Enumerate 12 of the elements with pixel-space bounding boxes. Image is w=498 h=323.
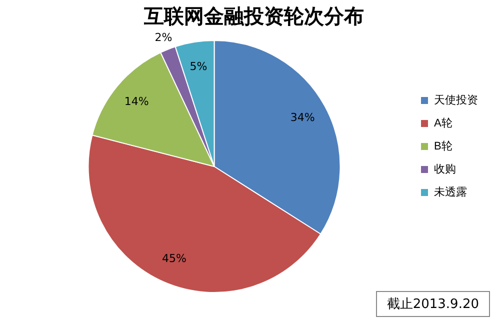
legend-label: 天使投资 — [434, 94, 478, 107]
text: 截止2013.9.20 — [376, 291, 490, 317]
legend-label: 未透露 — [434, 186, 467, 199]
data-label: 5% — [190, 60, 208, 73]
data-label: 2% — [154, 31, 172, 44]
legend-label: B轮 — [434, 140, 452, 153]
data-label: 45% — [162, 252, 186, 265]
chart-title: 互联网金融投资轮次分布 — [143, 4, 364, 28]
legend-label: A轮 — [434, 118, 452, 130]
data-label: 34% — [290, 110, 315, 124]
legend-label: 收购 — [434, 164, 456, 176]
data-label: 14% — [124, 95, 149, 108]
